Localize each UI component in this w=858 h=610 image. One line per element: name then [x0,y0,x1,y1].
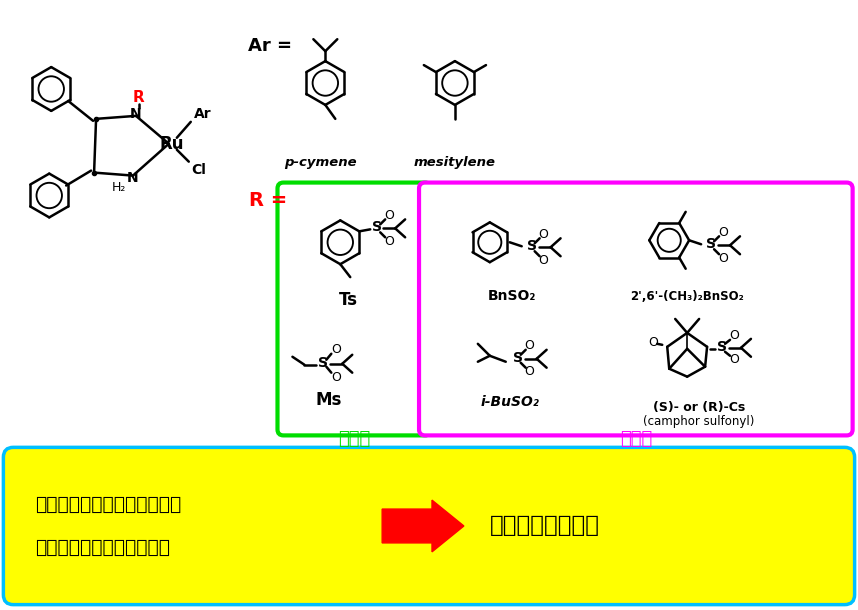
Text: S: S [513,351,523,365]
Text: エナンチオ選択性が異なる: エナンチオ選択性が異なる [35,539,170,558]
Text: (S)- or (R)-Cs: (S)- or (R)-Cs [653,401,746,414]
Text: 2',6'-(CH₃)₂BnSO₂: 2',6'-(CH₃)₂BnSO₂ [631,290,744,303]
FancyBboxPatch shape [3,447,855,605]
Text: O: O [539,254,548,267]
Text: Ts: Ts [339,291,358,309]
Text: 触媒の選択が重要: 触媒の選択が重要 [490,514,600,537]
Text: 改良型: 改良型 [619,431,652,448]
Text: S: S [717,340,727,354]
Text: R: R [133,90,145,106]
FancyArrow shape [382,500,464,552]
Text: H₂: H₂ [112,181,126,194]
Text: Ms: Ms [315,390,341,409]
Text: i-BuSO₂: i-BuSO₂ [480,395,539,409]
Text: S: S [318,356,329,370]
Text: (camphor sulfonyl): (camphor sulfonyl) [644,415,755,428]
Text: O: O [384,209,394,222]
Text: mesitylene: mesitylene [414,156,496,169]
Text: O: O [718,226,728,239]
Text: O: O [525,339,535,353]
Text: BnSO₂: BnSO₂ [487,289,536,303]
Text: S: S [372,220,382,234]
Text: S: S [527,239,536,253]
Text: O: O [729,353,739,366]
FancyBboxPatch shape [277,182,431,436]
Text: O: O [384,235,394,248]
Text: N: N [130,107,142,121]
Text: Ar: Ar [194,107,212,121]
Text: O: O [539,228,548,241]
Text: Ru: Ru [160,135,184,152]
Text: p-cymene: p-cymene [284,156,357,169]
Text: 初期型: 初期型 [338,431,371,448]
Text: Cl: Cl [191,163,206,177]
Text: O: O [525,365,535,378]
FancyBboxPatch shape [419,182,853,436]
Text: S: S [706,237,716,251]
Text: O: O [331,371,341,384]
Text: O: O [649,336,658,350]
Text: 触媒の構造によって反応性や: 触媒の構造によって反応性や [35,495,182,514]
Text: Ar =: Ar = [248,37,292,55]
Text: N: N [127,171,139,185]
Text: O: O [331,343,341,356]
Text: R =: R = [249,191,287,210]
Text: O: O [718,252,728,265]
Text: O: O [729,329,739,342]
